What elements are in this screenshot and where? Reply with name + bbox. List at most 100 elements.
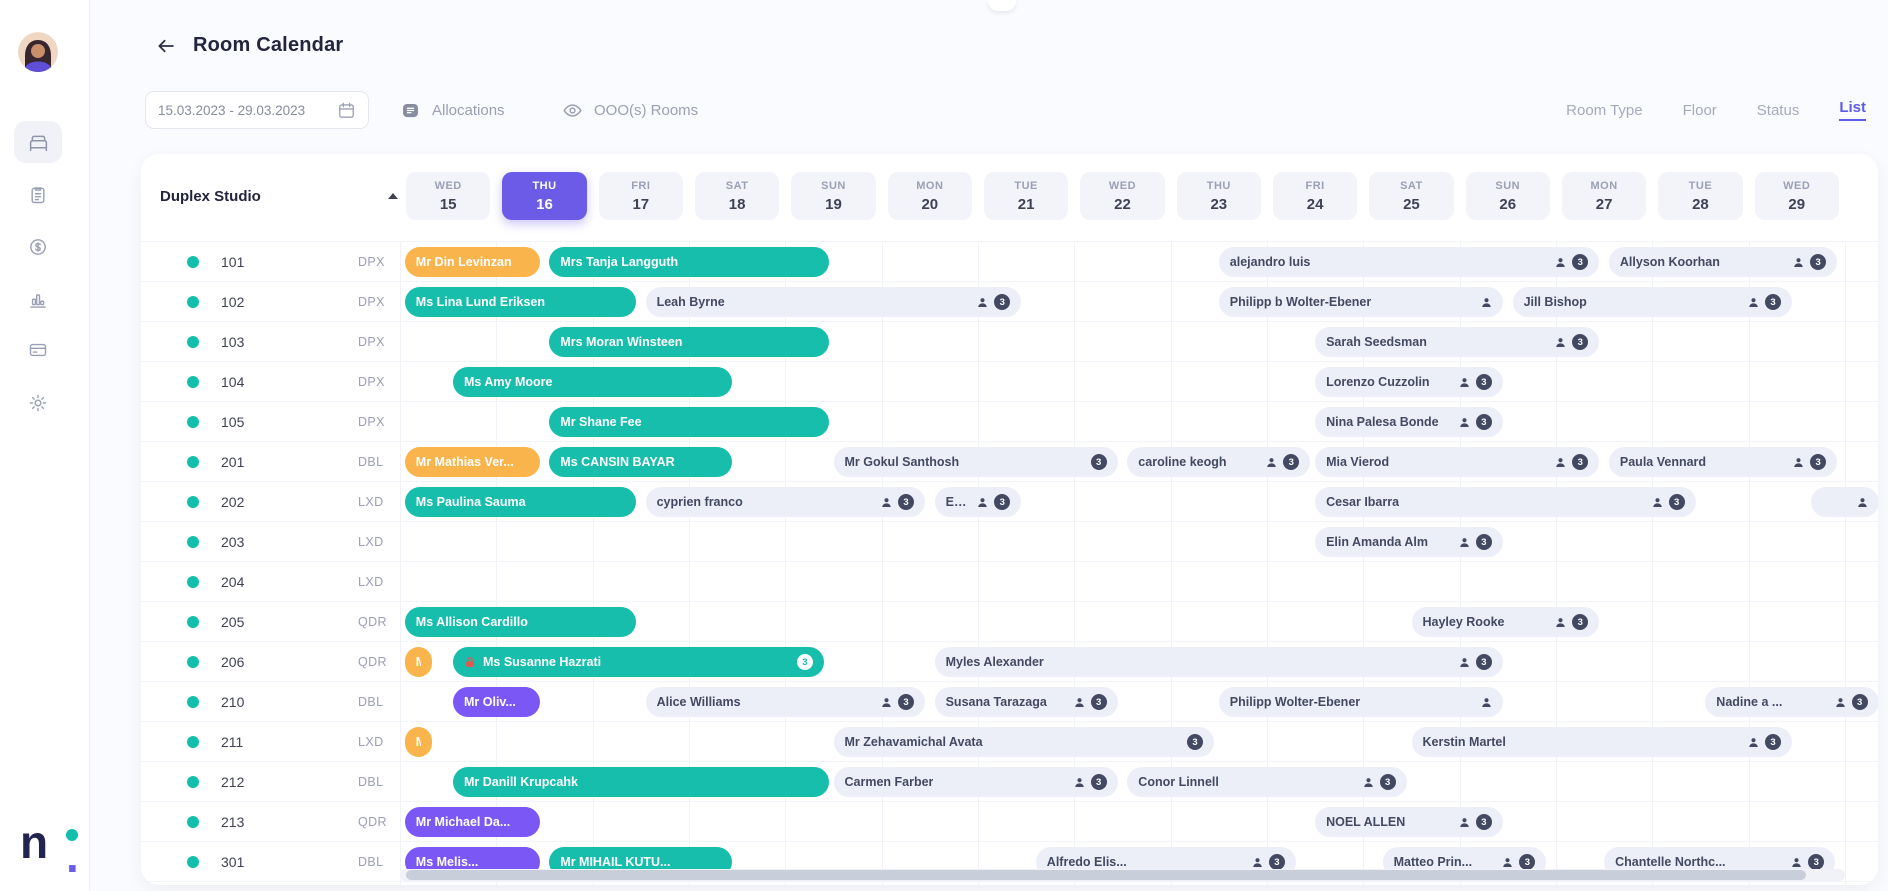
day-cell-thu-16[interactable]: THU 16	[502, 172, 587, 220]
room-group-header[interactable]: Duplex Studio	[160, 172, 398, 220]
date-range-picker[interactable]: 15.03.2023 - 29.03.2023	[145, 91, 369, 129]
reservation-bar[interactable]: Mr Shane Fee	[549, 407, 829, 437]
room-number[interactable]: 301	[221, 854, 245, 870]
reservation-bar[interactable]: caroline keogh 3	[1127, 447, 1311, 477]
reservation-bar[interactable]: Mr Michael Da...	[404, 807, 540, 837]
filter-list[interactable]: List	[1839, 99, 1866, 121]
room-number[interactable]: 212	[221, 774, 245, 790]
room-number[interactable]: 201	[221, 454, 245, 470]
reservation-bar[interactable]: Ev... 3	[934, 487, 1022, 517]
reservation-bar[interactable]: Mr Oliv...	[453, 687, 540, 717]
room-number[interactable]: 101	[221, 254, 245, 270]
reservation-bar[interactable]	[1811, 487, 1878, 517]
reservation-bar[interactable]: Paula Vennard 3	[1608, 447, 1838, 477]
guest-name: Ms Lina Lund Eriksen	[415, 295, 545, 309]
reservation-bar[interactable]: Mr Din Levinzan	[404, 247, 540, 277]
reservation-bar[interactable]: Mrs Moran Winsteen	[549, 327, 829, 357]
room-number[interactable]: 203	[221, 534, 245, 550]
guest-count-badge: 3	[994, 494, 1011, 510]
filter-floor[interactable]: Floor	[1682, 101, 1717, 119]
room-number[interactable]: 102	[221, 294, 245, 310]
room-number[interactable]: 210	[221, 694, 245, 710]
reservation-bar[interactable]: Mrs Tanja Langguth	[549, 247, 829, 277]
day-cell-tue-28[interactable]: TUE 28	[1658, 172, 1743, 220]
reservation-bar[interactable]: Mr Zehavamichal Avata 3	[833, 727, 1214, 757]
sidebar-item-settings[interactable]	[14, 382, 62, 424]
sidebar-item-reservations[interactable]	[14, 174, 62, 216]
reservation-bar[interactable]: Nadine a ... 3	[1705, 687, 1878, 717]
ooo-rooms-toggle[interactable]: OOO(s) Rooms	[562, 91, 698, 129]
filter-room-type[interactable]: Room Type	[1566, 101, 1643, 119]
day-cell-wed-22[interactable]: WED 22	[1080, 172, 1165, 220]
day-cell-sun-19[interactable]: SUN 19	[791, 172, 876, 220]
reservation-bar[interactable]: Sarah Seedsman 3	[1315, 327, 1600, 357]
day-cell-fri-24[interactable]: FRI 24	[1272, 172, 1358, 220]
room-status-dot	[187, 336, 199, 348]
reservation-bar[interactable]: Conor Linnell 3	[1127, 767, 1407, 797]
scrollbar-thumb[interactable]	[406, 870, 1806, 880]
day-cell-wed-29[interactable]: WED 29	[1754, 172, 1839, 220]
reservation-bar[interactable]: M	[404, 727, 432, 757]
room-number[interactable]: 204	[221, 574, 245, 590]
reservation-bar[interactable]: Alice Williams 3	[645, 687, 925, 717]
reservation-bar[interactable]: Kerstin Martel 3	[1411, 727, 1792, 757]
reservation-bar[interactable]: M	[404, 647, 432, 677]
day-cell-fri-17[interactable]: FRI 17	[598, 172, 683, 220]
room-number[interactable]: 104	[221, 374, 245, 390]
reservation-bar[interactable]: cyprien franco 3	[645, 487, 925, 517]
reservation-bar[interactable]: Carmen Farber 3	[833, 767, 1118, 797]
reservation-bar[interactable]: Cesar Ibarra 3	[1315, 487, 1696, 517]
day-cell-sun-26[interactable]: SUN 26	[1465, 172, 1550, 220]
reservation-bar[interactable]: Mia Vierod 3	[1315, 447, 1600, 477]
reservation-bar[interactable]: Myles Alexander 3	[934, 647, 1503, 677]
reservation-bar[interactable]: Allyson Koorhan 3	[1608, 247, 1838, 277]
reservation-bar[interactable]: Ms Allison Cardillo	[404, 607, 636, 637]
guest-icon	[1555, 257, 1566, 268]
guest-icon	[1459, 537, 1470, 548]
day-cell-thu-23[interactable]: THU 23	[1176, 172, 1261, 220]
reservation-bar[interactable]: Ms Lina Lund Eriksen	[404, 287, 636, 317]
reservation-bar[interactable]: Philipp b Wolter-Ebener	[1218, 287, 1503, 317]
sidebar-item-reports[interactable]	[14, 279, 62, 321]
sidebar-item-finance[interactable]	[14, 226, 62, 268]
reservation-bar[interactable]: Ms Amy Moore	[453, 367, 733, 397]
sidebar-item-rooms[interactable]	[14, 121, 62, 163]
reservation-bar[interactable]: Lorenzo Cuzzolin 3	[1315, 367, 1503, 397]
filter-status[interactable]: Status	[1756, 101, 1800, 119]
reservation-bar[interactable]: Ms CANSIN BAYAR	[549, 447, 733, 477]
room-number[interactable]: 103	[221, 334, 245, 350]
room-row-210: 210 DBL Mr Oliv... Alice Williams 3 Susana Ta…	[141, 682, 1878, 722]
room-number[interactable]: 213	[221, 814, 245, 830]
reservation-bar[interactable]: Ms Paulina Sauma	[404, 487, 636, 517]
day-cell-wed-15[interactable]: WED 15	[406, 172, 491, 220]
room-number[interactable]: 202	[221, 494, 245, 510]
day-cell-sat-25[interactable]: SAT 25	[1369, 172, 1454, 220]
user-avatar[interactable]	[18, 32, 58, 72]
day-cell-tue-21[interactable]: TUE 21	[983, 172, 1069, 220]
reservation-bar[interactable]: Leah Byrne 3	[645, 287, 1022, 317]
day-cell-mon-20[interactable]: MON 20	[887, 172, 972, 220]
back-button[interactable]	[155, 35, 177, 57]
reservation-bar[interactable]: Philipp Wolter-Ebener	[1218, 687, 1503, 717]
room-row-201: 201 DBL Mr Mathias Ver... Ms CANSIN BAYAR Mr…	[141, 442, 1878, 482]
reservation-bar[interactable]: Susana Tarazaga 3	[934, 687, 1118, 717]
reservation-bar[interactable]: Nina Palesa Bonde 3	[1315, 407, 1503, 437]
reservation-bar[interactable]: Jill Bishop 3	[1512, 287, 1792, 317]
room-number[interactable]: 105	[221, 414, 245, 430]
room-number[interactable]: 205	[221, 614, 245, 630]
reservation-bar[interactable]: Hayley Rooke 3	[1411, 607, 1600, 637]
allocations-toggle[interactable]: Allocations	[400, 91, 505, 129]
reservation-bar[interactable]: Mr Danill Krupcahk	[453, 767, 829, 797]
reservation-bar[interactable]: NOEL ALLEN 3	[1315, 807, 1503, 837]
reservation-bar[interactable]: Mr Mathias Ver...	[404, 447, 540, 477]
reservation-bar[interactable]: Elin Amanda Alm 3	[1315, 527, 1503, 557]
day-cell-mon-27[interactable]: MON 27	[1561, 172, 1647, 220]
reservation-bar[interactable]: Ms Susanne Hazrati 3	[453, 647, 824, 677]
room-number[interactable]: 206	[221, 654, 245, 670]
reservation-bar[interactable]: alejandro luis 3	[1218, 247, 1600, 277]
reservation-bar[interactable]: Mr Gokul Santhosh 3	[833, 447, 1118, 477]
room-number[interactable]: 211	[221, 734, 244, 750]
day-cell-sat-18[interactable]: SAT 18	[694, 172, 780, 220]
sidebar-item-billing[interactable]	[14, 329, 62, 371]
guest-icon	[1459, 817, 1470, 828]
